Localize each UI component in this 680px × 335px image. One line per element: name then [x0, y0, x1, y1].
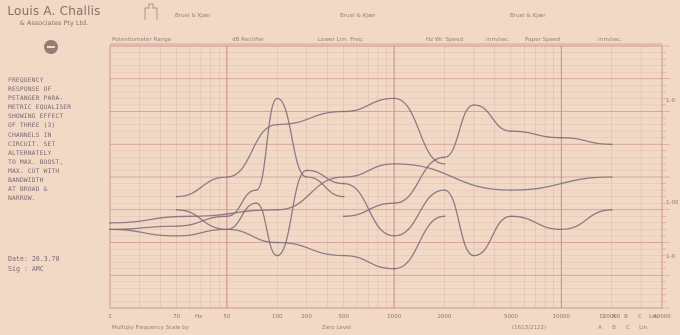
trace-point — [276, 241, 279, 244]
trace-point — [393, 235, 396, 237]
trace-point — [510, 215, 512, 218]
trace-point — [393, 267, 396, 270]
brand-label: Bruel & Kjær — [175, 13, 211, 19]
x-tick-letter: B — [624, 314, 628, 320]
footer-code: (1613/2122) — [512, 325, 546, 331]
trace-point — [510, 130, 512, 133]
trace-point — [175, 235, 178, 237]
x-tick-label: 2000 — [437, 314, 451, 320]
trace-point — [109, 228, 111, 231]
trace-point — [342, 110, 345, 113]
trace-point — [175, 195, 178, 198]
footer-weighting-letter: C — [626, 325, 630, 331]
trace-point — [255, 189, 258, 192]
trace-point — [342, 182, 345, 185]
response-trace — [175, 97, 446, 198]
x-tick-letter: C — [638, 314, 642, 320]
trace-point — [443, 156, 446, 159]
trace-point — [225, 176, 228, 178]
trace-point — [342, 176, 345, 178]
trace-point — [560, 136, 563, 139]
trace-point — [443, 163, 446, 165]
x-tick-label: 10000 — [553, 314, 571, 320]
header-field-label: mm/sec. — [598, 37, 622, 43]
x-tick-label: 70 — [173, 314, 180, 320]
trace-point — [510, 189, 512, 192]
trace-point — [610, 176, 613, 178]
footer-zero-level: Zero Level — [322, 325, 351, 331]
x-tick-label: 5000 — [504, 314, 518, 320]
x-tick-label: 50 — [223, 314, 230, 320]
right-axis-label: 1-00 — [666, 200, 679, 206]
footer-weighting-letter: Lin. — [639, 325, 649, 331]
trace-point — [342, 215, 345, 218]
title-block: Louis A. Challis & Associates Pty Ltd. F… — [0, 0, 108, 335]
x-tick-label: 2 — [108, 314, 112, 320]
signature-line: Sig : AMC — [8, 265, 44, 273]
brand-label: Bruel & Kjær — [510, 13, 546, 19]
right-axis-label: 1-0 — [666, 254, 675, 260]
trace-point — [393, 97, 396, 100]
trace-point — [276, 97, 279, 100]
trace-point — [225, 228, 228, 231]
header-field-label: mm/sec. — [486, 37, 510, 43]
company-block: Louis A. Challis & Associates Pty Ltd. — [6, 4, 102, 27]
trace-point — [276, 254, 279, 257]
trace-point — [175, 225, 178, 228]
company-name: Louis A. Challis — [7, 4, 101, 18]
trace-point — [255, 202, 258, 205]
trace-point — [175, 208, 178, 211]
header-field-label: Potentiometer Range — [112, 37, 172, 43]
x-tick-letter: A — [612, 314, 616, 320]
trace-point — [472, 104, 475, 106]
x-tick-label: Hz — [195, 314, 202, 320]
trace-point — [393, 202, 396, 205]
response-trace — [343, 182, 613, 257]
trace-point — [109, 221, 111, 224]
x-tick-label: 40000 — [653, 314, 671, 320]
trace-point — [305, 169, 308, 172]
header-field-label: Lower Lim. Freq. — [318, 37, 364, 43]
x-tick-label: 200 — [301, 314, 312, 320]
marker-icon — [144, 3, 158, 20]
response-trace — [343, 104, 613, 217]
trace-point — [342, 254, 345, 257]
trace-point — [443, 215, 446, 218]
brand-label: Bruel & Kjær — [340, 13, 376, 19]
header-field-label: Hz Wr. Speed — [426, 37, 464, 43]
x-tick-letter: Lin. — [649, 314, 659, 320]
trace-point — [342, 195, 345, 198]
handwritten-note: FREQUENCY RESPONSE OF PETANGER PARA- MET… — [8, 76, 72, 203]
header-field-label: dB Rectifier — [232, 37, 265, 43]
company-subtitle: & Associates Pty Ltd. — [19, 19, 89, 27]
x-tick-label: 100 — [272, 314, 283, 320]
trace-point — [225, 215, 228, 218]
trace-point — [610, 208, 613, 211]
x-tick-label: 500 — [339, 314, 350, 320]
trace-point — [276, 208, 279, 211]
trace-point — [610, 143, 613, 146]
trace-point — [472, 254, 475, 257]
response-trace — [175, 209, 446, 270]
x-tick-label: 20000 — [603, 314, 621, 320]
right-axis-label: 1-0 — [666, 98, 675, 104]
x-tick-letter: D — [600, 314, 604, 320]
header-field-label: Paper Speed — [525, 37, 561, 43]
trace-point — [443, 189, 446, 192]
footer-multiply-label: Multiply Frequency Scale by — [112, 325, 190, 331]
company-logo-icon — [44, 40, 58, 54]
trace-point — [393, 163, 396, 165]
trace-point — [188, 215, 191, 218]
x-tick-label: 1000 — [387, 314, 401, 320]
date-signature-block: Date: 20.3.78 Sig : AMC — [8, 254, 60, 274]
date-line: Date: 20.3.78 — [8, 255, 60, 263]
trace-point — [560, 228, 563, 231]
trace-point — [276, 123, 279, 126]
footer-weighting-letter: B — [612, 325, 616, 331]
footer-weighting-letter: A — [598, 325, 602, 331]
trace-point — [305, 176, 308, 178]
